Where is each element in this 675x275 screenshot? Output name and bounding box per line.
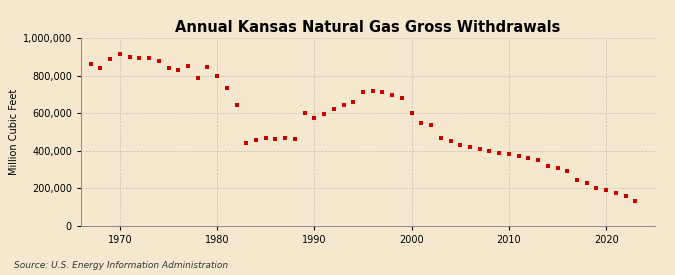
Y-axis label: Million Cubic Feet: Million Cubic Feet (9, 89, 19, 175)
Title: Annual Kansas Natural Gas Gross Withdrawals: Annual Kansas Natural Gas Gross Withdraw… (176, 20, 560, 35)
Text: Source: U.S. Energy Information Administration: Source: U.S. Energy Information Administ… (14, 260, 227, 270)
